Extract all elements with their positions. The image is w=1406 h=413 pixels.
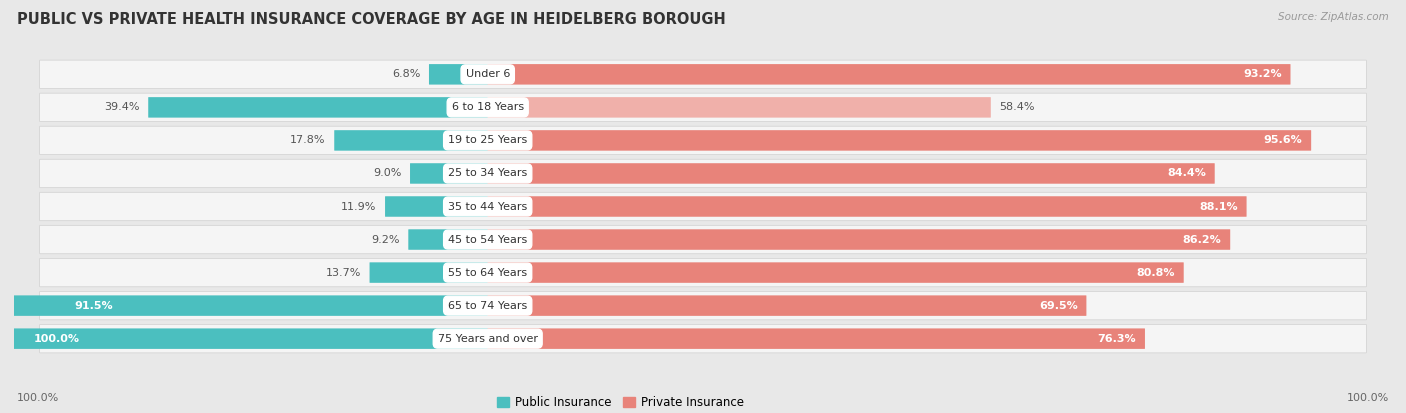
FancyBboxPatch shape [39, 225, 1367, 254]
Text: 65 to 74 Years: 65 to 74 Years [449, 301, 527, 311]
Text: 95.6%: 95.6% [1264, 135, 1302, 145]
Text: 84.4%: 84.4% [1167, 169, 1206, 178]
FancyBboxPatch shape [429, 64, 488, 85]
Text: 100.0%: 100.0% [34, 334, 80, 344]
Text: 69.5%: 69.5% [1039, 301, 1077, 311]
FancyBboxPatch shape [488, 229, 1230, 250]
FancyBboxPatch shape [39, 126, 1367, 154]
FancyBboxPatch shape [488, 163, 1215, 184]
Text: 39.4%: 39.4% [104, 102, 139, 112]
FancyBboxPatch shape [385, 196, 488, 217]
FancyBboxPatch shape [488, 130, 1312, 151]
Text: 45 to 54 Years: 45 to 54 Years [449, 235, 527, 244]
Text: 6.8%: 6.8% [392, 69, 420, 79]
Text: 88.1%: 88.1% [1199, 202, 1237, 211]
Text: 80.8%: 80.8% [1136, 268, 1175, 278]
Text: 76.3%: 76.3% [1098, 334, 1136, 344]
FancyBboxPatch shape [488, 295, 1087, 316]
FancyBboxPatch shape [488, 262, 1184, 283]
FancyBboxPatch shape [39, 259, 1367, 287]
Text: 9.0%: 9.0% [373, 169, 402, 178]
FancyBboxPatch shape [39, 292, 1367, 320]
FancyBboxPatch shape [39, 192, 1367, 221]
Text: Source: ZipAtlas.com: Source: ZipAtlas.com [1278, 12, 1389, 22]
Text: 75 Years and over: 75 Years and over [437, 334, 537, 344]
Text: 35 to 44 Years: 35 to 44 Years [449, 202, 527, 211]
FancyBboxPatch shape [39, 159, 1367, 188]
Text: 86.2%: 86.2% [1182, 235, 1222, 244]
FancyBboxPatch shape [0, 328, 488, 349]
Text: 93.2%: 93.2% [1243, 69, 1282, 79]
FancyBboxPatch shape [370, 262, 488, 283]
Text: 13.7%: 13.7% [326, 268, 361, 278]
FancyBboxPatch shape [148, 97, 488, 118]
FancyBboxPatch shape [39, 93, 1367, 121]
Text: 9.2%: 9.2% [371, 235, 399, 244]
Text: 91.5%: 91.5% [75, 301, 112, 311]
Text: 55 to 64 Years: 55 to 64 Years [449, 268, 527, 278]
FancyBboxPatch shape [488, 196, 1247, 217]
FancyBboxPatch shape [39, 325, 1367, 353]
Text: 25 to 34 Years: 25 to 34 Years [449, 169, 527, 178]
Text: 6 to 18 Years: 6 to 18 Years [451, 102, 524, 112]
Text: Under 6: Under 6 [465, 69, 510, 79]
Text: PUBLIC VS PRIVATE HEALTH INSURANCE COVERAGE BY AGE IN HEIDELBERG BOROUGH: PUBLIC VS PRIVATE HEALTH INSURANCE COVER… [17, 12, 725, 27]
FancyBboxPatch shape [488, 328, 1144, 349]
FancyBboxPatch shape [39, 60, 1367, 88]
Text: 19 to 25 Years: 19 to 25 Years [449, 135, 527, 145]
FancyBboxPatch shape [488, 97, 991, 118]
FancyBboxPatch shape [335, 130, 488, 151]
FancyBboxPatch shape [411, 163, 488, 184]
FancyBboxPatch shape [0, 295, 488, 316]
FancyBboxPatch shape [408, 229, 488, 250]
Text: 100.0%: 100.0% [1347, 393, 1389, 403]
Text: 58.4%: 58.4% [1000, 102, 1035, 112]
Text: 11.9%: 11.9% [342, 202, 377, 211]
Text: 17.8%: 17.8% [290, 135, 326, 145]
Text: 100.0%: 100.0% [17, 393, 59, 403]
FancyBboxPatch shape [488, 64, 1291, 85]
Legend: Public Insurance, Private Insurance: Public Insurance, Private Insurance [492, 392, 748, 413]
